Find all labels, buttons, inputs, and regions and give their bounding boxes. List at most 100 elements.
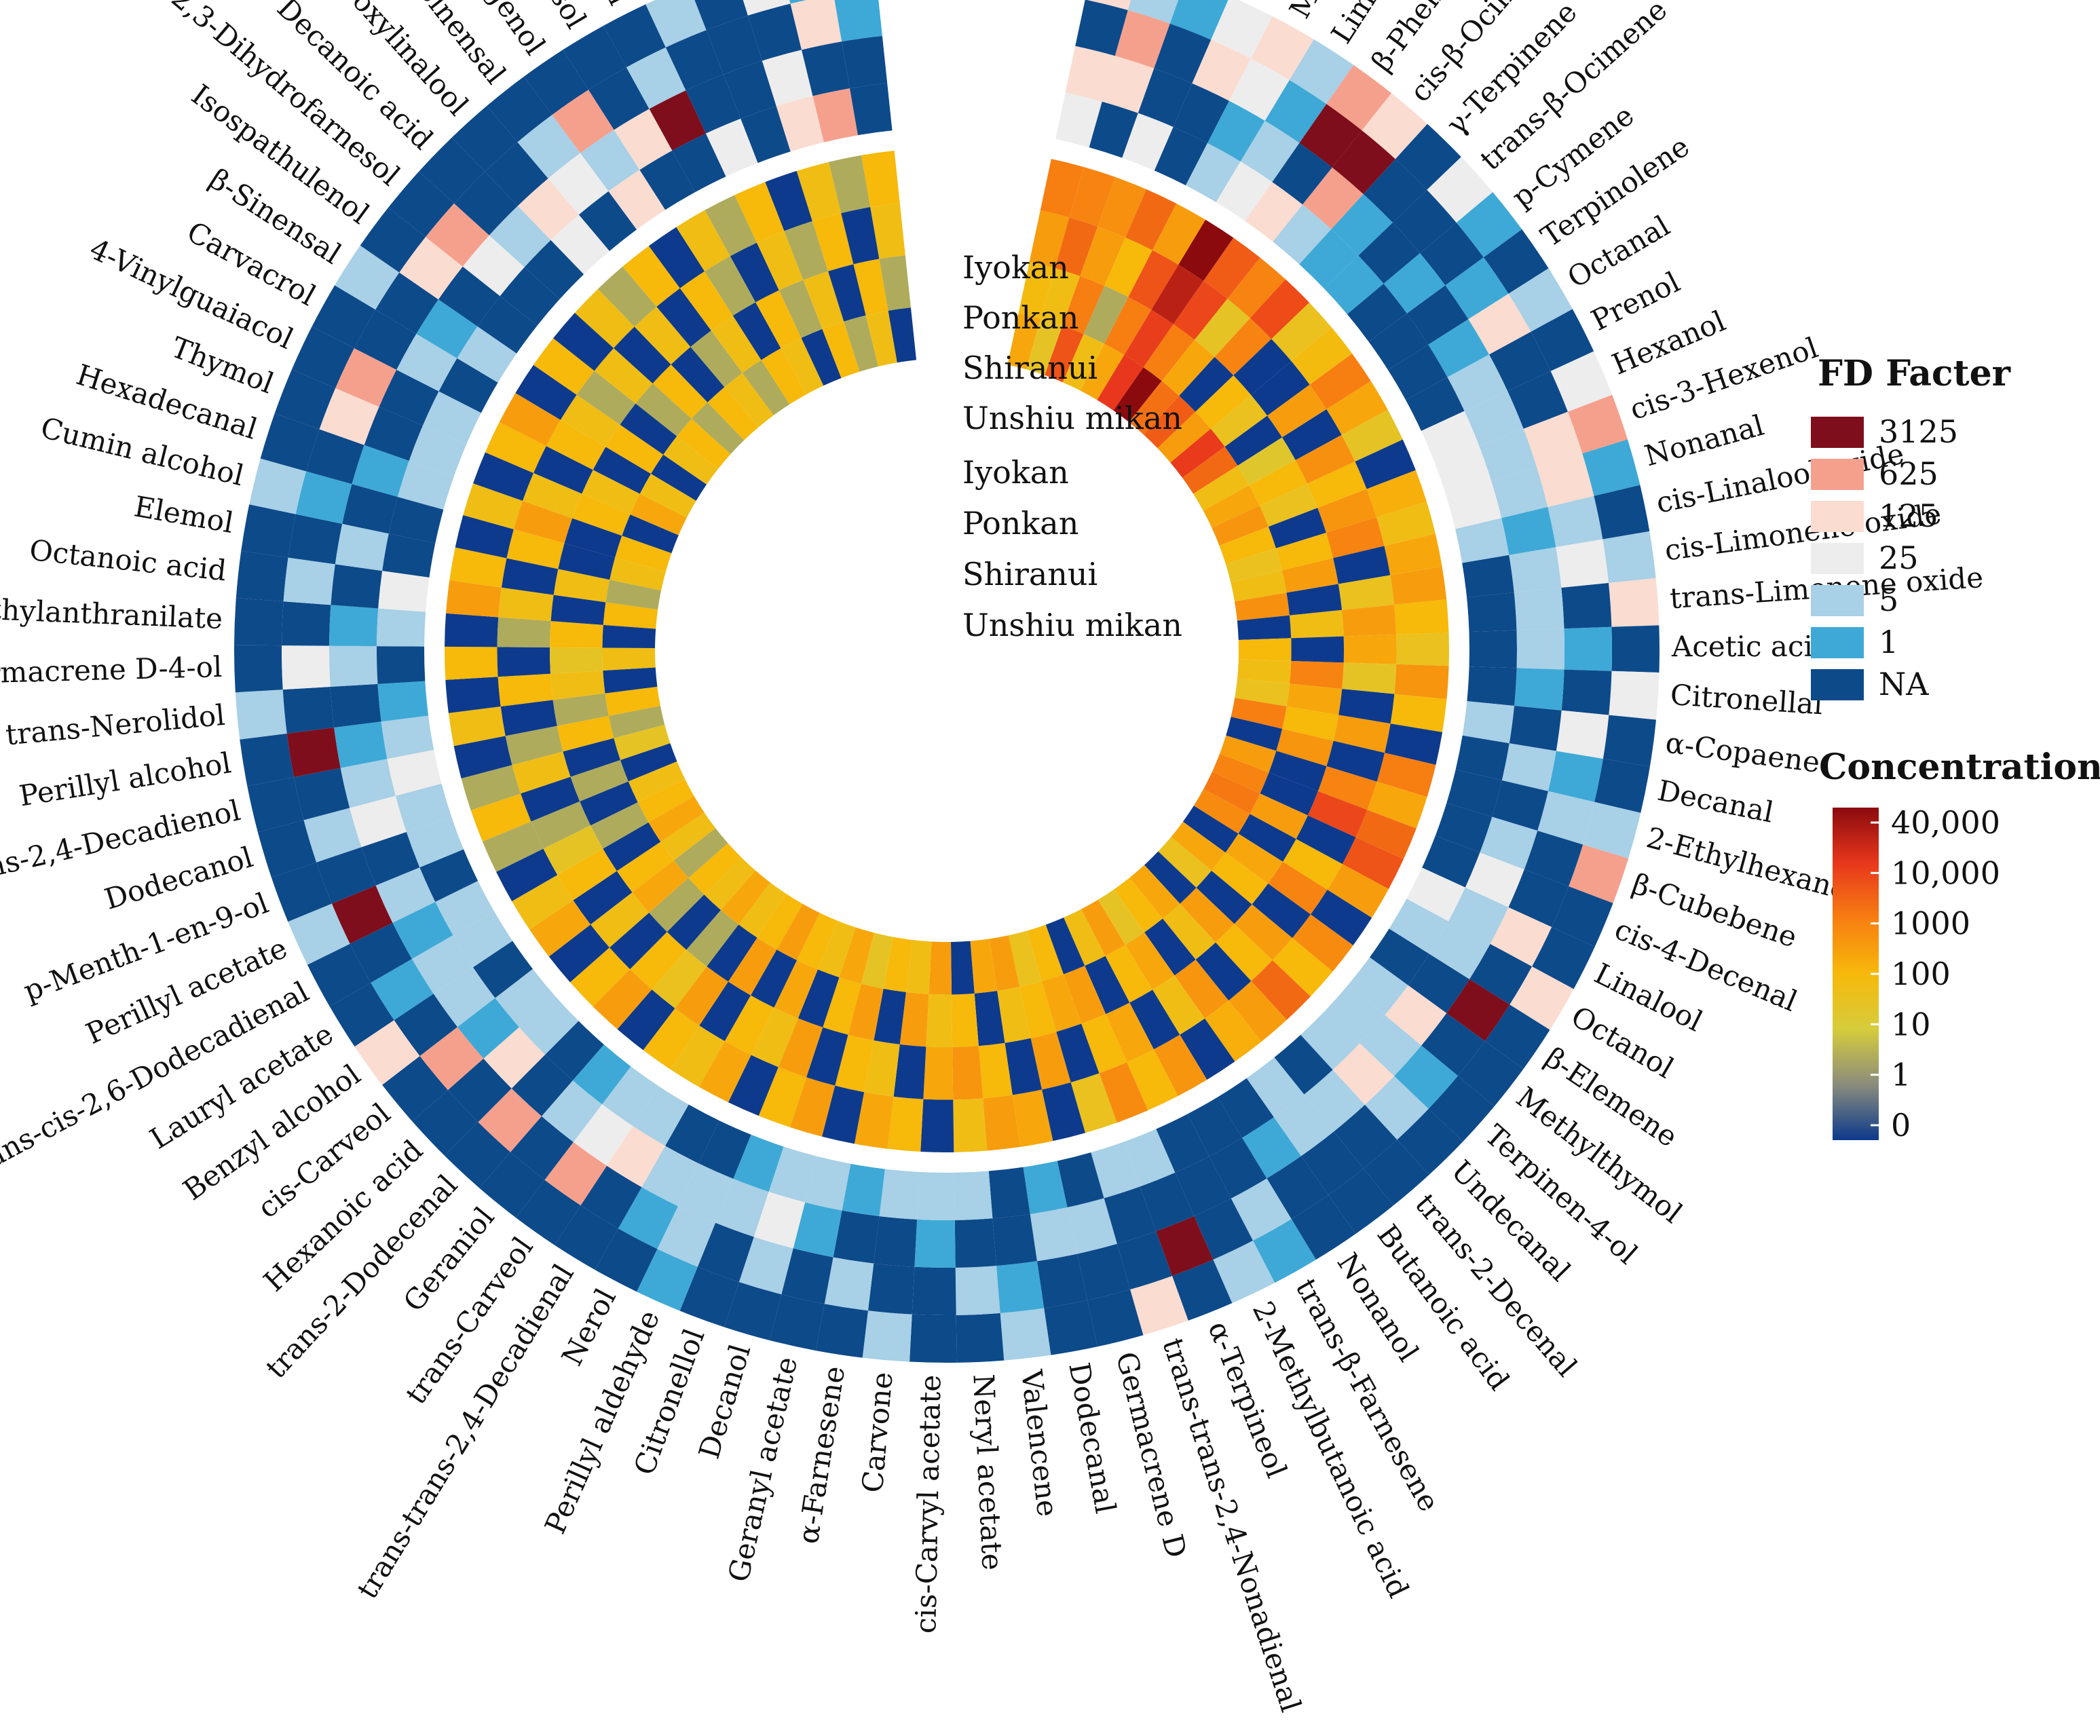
- concentration-cell: [751, 1007, 798, 1068]
- concentration-cell: [614, 326, 671, 384]
- concentration-cell: [652, 949, 707, 1008]
- concentration-cell: [445, 677, 501, 713]
- fd-cell: [874, 1216, 918, 1267]
- concentration-cell: [448, 706, 506, 747]
- fd-cell: [1245, 182, 1303, 242]
- concentration-cell: [614, 724, 671, 760]
- concentration-cell: [724, 373, 774, 428]
- concentration-cell: [553, 569, 610, 603]
- fd-cell: [1548, 751, 1603, 802]
- fd-cell: [1608, 578, 1660, 627]
- concentration-cell: [1327, 864, 1389, 918]
- concentration-cell: [690, 331, 743, 388]
- fd-cell: [996, 1261, 1045, 1313]
- compound-label: Acetic acid: [1671, 630, 1831, 663]
- fd-cell: [335, 523, 389, 571]
- fd-cell: [550, 214, 610, 275]
- fd-cell: [776, 96, 824, 152]
- fd-cell: [992, 1213, 1037, 1266]
- fd-cell: [517, 115, 580, 178]
- fd-cell: [329, 605, 379, 647]
- fd-cell: [1217, 1078, 1274, 1138]
- concentration-cell: [730, 242, 779, 303]
- concentration-cell: [893, 1044, 926, 1099]
- concentration-cell: [449, 547, 507, 588]
- fd-cell: [375, 867, 436, 923]
- concentration-cell: [797, 913, 838, 970]
- fd-cell: [793, 1202, 842, 1258]
- concentration-cell: [455, 514, 514, 559]
- concentration-cell: [1195, 942, 1252, 1001]
- fd-cell: [1229, 58, 1290, 121]
- concentration-cell: [637, 778, 694, 823]
- concentration-cell: [563, 738, 621, 777]
- concentration-cell: [574, 288, 635, 348]
- fd-cell: [523, 50, 589, 115]
- concentration-cell: [1195, 375, 1252, 429]
- concentration-cell: [951, 941, 975, 995]
- fd-cell: [1428, 1076, 1495, 1142]
- concentration-cell: [1376, 753, 1436, 797]
- fd-cell: [500, 267, 560, 326]
- concentration-cell: [1069, 166, 1116, 227]
- fd-cell: [329, 645, 378, 687]
- concentration-cell: [841, 207, 880, 265]
- fd-cell: [544, 1141, 607, 1206]
- fd-cell: [1514, 588, 1564, 630]
- fd-cell: [316, 847, 376, 904]
- fd-cell: [377, 681, 429, 722]
- fd-cell: [416, 299, 478, 358]
- concentration-cell: [758, 1067, 807, 1127]
- concentration-cell: [576, 371, 636, 425]
- fd-cell: [694, 0, 748, 31]
- concentration-cell: [1170, 428, 1225, 478]
- fd-cell: [1175, 1156, 1231, 1216]
- concentration-cell: [728, 937, 777, 996]
- fd-cell: [1267, 1156, 1329, 1220]
- fd-cell: [1302, 167, 1364, 229]
- fd-cell: [580, 1165, 642, 1229]
- fd-cell: [271, 862, 332, 922]
- concentration-cell: [1268, 508, 1326, 548]
- fd-cell: [834, 0, 882, 42]
- concentration-cell: [590, 802, 649, 849]
- concentration-cell: [1151, 265, 1204, 324]
- concentration-cell: [774, 960, 818, 1019]
- fd-cell: [1364, 1076, 1429, 1140]
- concentration-cell: [978, 1042, 1013, 1099]
- fd-cell: [1273, 204, 1332, 265]
- concentration-cell: [649, 878, 705, 932]
- concentration-cell: [1341, 409, 1403, 462]
- concentration-cell: [823, 977, 861, 1035]
- fd-cell: [1358, 223, 1421, 284]
- sample-labels: Iyokan Iyokan Ponkan Ponkan Shiranui Shiranui…: [962, 249, 1182, 643]
- concentration-cell: [929, 941, 952, 995]
- fd-cell: [233, 645, 283, 693]
- fd-cell: [1209, 1137, 1267, 1199]
- fd-factor-ring: [233, 0, 1660, 1363]
- concentration-cell: [500, 700, 557, 736]
- fd-cell: [1023, 1161, 1068, 1214]
- fd-cell: [1331, 194, 1393, 256]
- concentration-cell: [1289, 609, 1344, 639]
- fd-cell: [282, 645, 331, 690]
- fd-cell: [1464, 391, 1524, 446]
- fd-cell: [303, 808, 362, 863]
- fd-cell: [1388, 344, 1448, 400]
- fd-cell: [1490, 907, 1552, 967]
- fd-cell: [548, 153, 609, 215]
- fd-cell: [487, 76, 552, 143]
- concentration-cell: [1295, 434, 1355, 484]
- concentration-cell: [1390, 694, 1447, 732]
- fd-cell: [1611, 625, 1660, 673]
- concentration-cell: [652, 364, 708, 419]
- fd-cell: [1300, 1131, 1364, 1195]
- concentration-cell: [757, 231, 804, 290]
- concentration-cell: [1104, 237, 1152, 297]
- fd-cell: [412, 1090, 479, 1156]
- fd-legend-label: 125: [1879, 497, 1938, 534]
- concentration-cell: [1105, 945, 1153, 1003]
- concentration-cell: [1030, 1032, 1071, 1090]
- concentration-cell: [1250, 279, 1310, 339]
- concentration-cell: [899, 992, 929, 1047]
